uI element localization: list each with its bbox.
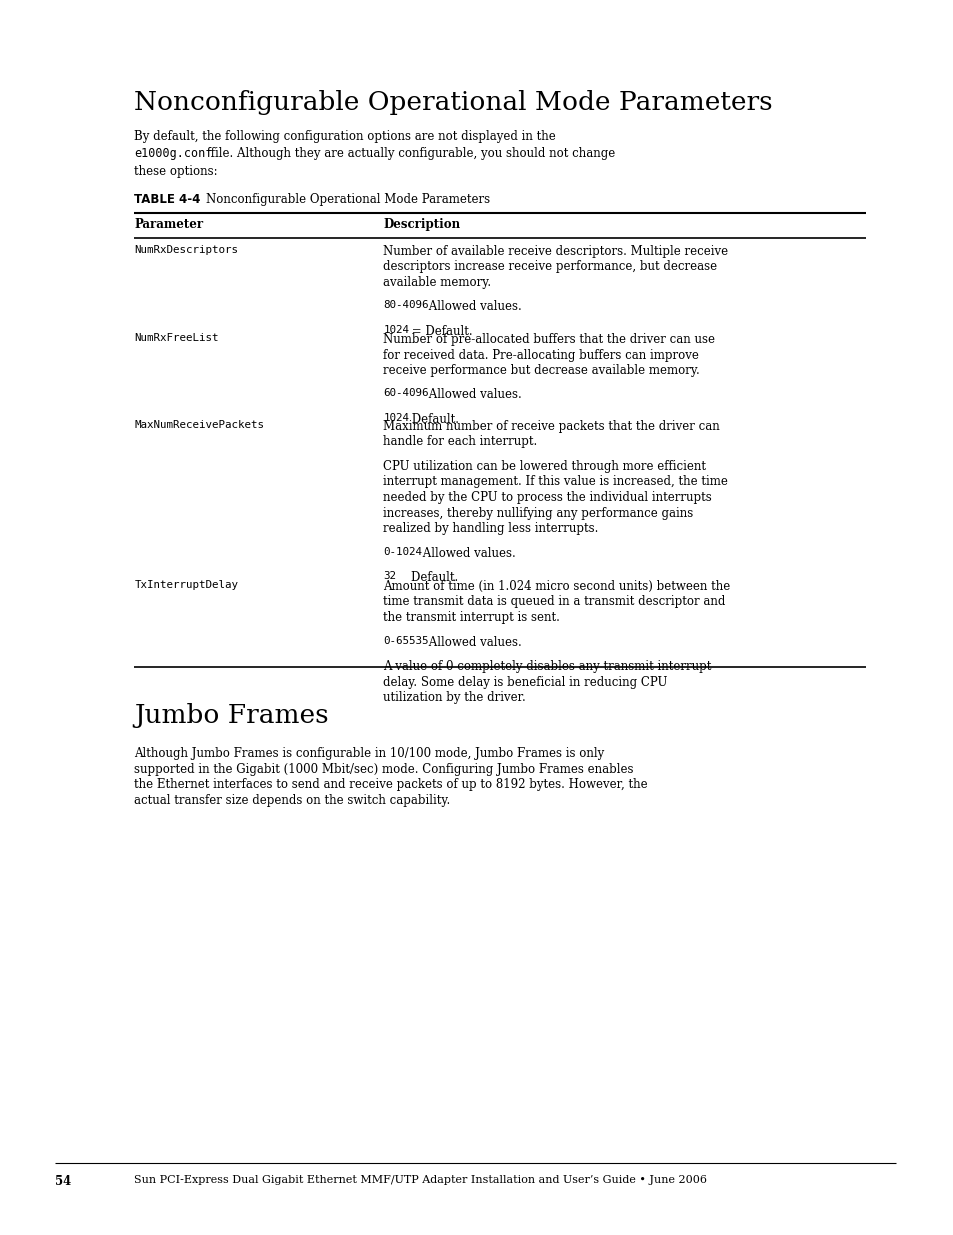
Text: Maximum number of receive packets that the driver can: Maximum number of receive packets that t… — [383, 420, 720, 433]
Text: delay. Some delay is beneficial in reducing CPU: delay. Some delay is beneficial in reduc… — [383, 676, 667, 688]
Text: TxInterruptDelay: TxInterruptDelay — [134, 580, 238, 590]
Text: Allowed values.: Allowed values. — [424, 300, 521, 314]
Text: 32: 32 — [383, 571, 396, 580]
Text: Sun PCI-Express Dual Gigabit Ethernet MMF/UTP Adapter Installation and User’s Gu: Sun PCI-Express Dual Gigabit Ethernet MM… — [134, 1174, 707, 1186]
Text: actual transfer size depends on the switch capability.: actual transfer size depends on the swit… — [134, 794, 450, 806]
Text: Allowed values.: Allowed values. — [418, 547, 515, 559]
Text: Number of available receive descriptors. Multiple receive: Number of available receive descriptors.… — [383, 245, 728, 258]
Text: 54: 54 — [54, 1174, 71, 1188]
Text: Allowed values.: Allowed values. — [424, 389, 521, 401]
Text: e1000g.conf: e1000g.conf — [134, 147, 213, 161]
Text: CPU utilization can be lowered through more efficient: CPU utilization can be lowered through m… — [383, 459, 705, 473]
Text: = Default.: = Default. — [407, 325, 472, 338]
Text: NumRxFreeList: NumRxFreeList — [134, 333, 219, 343]
Text: 0-65535: 0-65535 — [383, 636, 429, 646]
Text: Nonconfigurable Operational Mode Parameters: Nonconfigurable Operational Mode Paramet… — [134, 90, 772, 115]
Text: these options:: these options: — [134, 165, 218, 178]
Text: handle for each interrupt.: handle for each interrupt. — [383, 436, 537, 448]
Text: Amount of time (in 1.024 micro second units) between the: Amount of time (in 1.024 micro second un… — [383, 580, 730, 593]
Text: Jumbo Frames: Jumbo Frames — [134, 703, 329, 727]
Text: By default, the following configuration options are not displayed in the: By default, the following configuration … — [134, 130, 556, 143]
Text: for received data. Pre-allocating buffers can improve: for received data. Pre-allocating buffer… — [383, 348, 699, 362]
Text: TABLE 4-4: TABLE 4-4 — [134, 193, 201, 206]
Text: supported in the Gigabit (1000 Mbit/sec) mode. Configuring Jumbo Frames enables: supported in the Gigabit (1000 Mbit/sec)… — [134, 762, 634, 776]
Text: 1024: 1024 — [383, 412, 409, 424]
Text: Default.: Default. — [407, 412, 458, 426]
Text: Description: Description — [383, 219, 460, 231]
Text: 80-4096: 80-4096 — [383, 300, 429, 310]
Text: Number of pre-allocated buffers that the driver can use: Number of pre-allocated buffers that the… — [383, 333, 715, 346]
Text: 1024: 1024 — [383, 325, 409, 335]
Text: Parameter: Parameter — [134, 219, 203, 231]
Text: needed by the CPU to process the individual interrupts: needed by the CPU to process the individ… — [383, 492, 712, 504]
Text: utilization by the driver.: utilization by the driver. — [383, 692, 526, 704]
Text: descriptors increase receive performance, but decrease: descriptors increase receive performance… — [383, 261, 717, 273]
Text: 60-4096: 60-4096 — [383, 389, 429, 399]
Text: realized by handling less interrupts.: realized by handling less interrupts. — [383, 522, 598, 535]
Text: increases, thereby nullifying any performance gains: increases, thereby nullifying any perfor… — [383, 506, 693, 520]
Text: time transmit data is queued in a transmit descriptor and: time transmit data is queued in a transm… — [383, 595, 725, 609]
Text: interrupt management. If this value is increased, the time: interrupt management. If this value is i… — [383, 475, 727, 489]
Text: 0-1024: 0-1024 — [383, 547, 422, 557]
Text: Allowed values.: Allowed values. — [424, 636, 521, 648]
Text: Nonconfigurable Operational Mode Parameters: Nonconfigurable Operational Mode Paramet… — [206, 193, 490, 206]
Text: MaxNumReceivePackets: MaxNumReceivePackets — [134, 420, 264, 430]
Text: file. Although they are actually configurable, you should not change: file. Although they are actually configu… — [207, 147, 615, 161]
Text: A value of 0 completely disables any transmit interrupt: A value of 0 completely disables any tra… — [383, 659, 711, 673]
Text: receive performance but decrease available memory.: receive performance but decrease availab… — [383, 364, 700, 377]
Text: Although Jumbo Frames is configurable in 10/100 mode, Jumbo Frames is only: Although Jumbo Frames is configurable in… — [134, 747, 604, 760]
Text: Default.: Default. — [395, 571, 458, 584]
Text: NumRxDescriptors: NumRxDescriptors — [134, 245, 238, 254]
Text: the Ethernet interfaces to send and receive packets of up to 8192 bytes. However: the Ethernet interfaces to send and rece… — [134, 778, 647, 790]
Text: the transmit interrupt is sent.: the transmit interrupt is sent. — [383, 611, 559, 624]
Text: available memory.: available memory. — [383, 275, 491, 289]
